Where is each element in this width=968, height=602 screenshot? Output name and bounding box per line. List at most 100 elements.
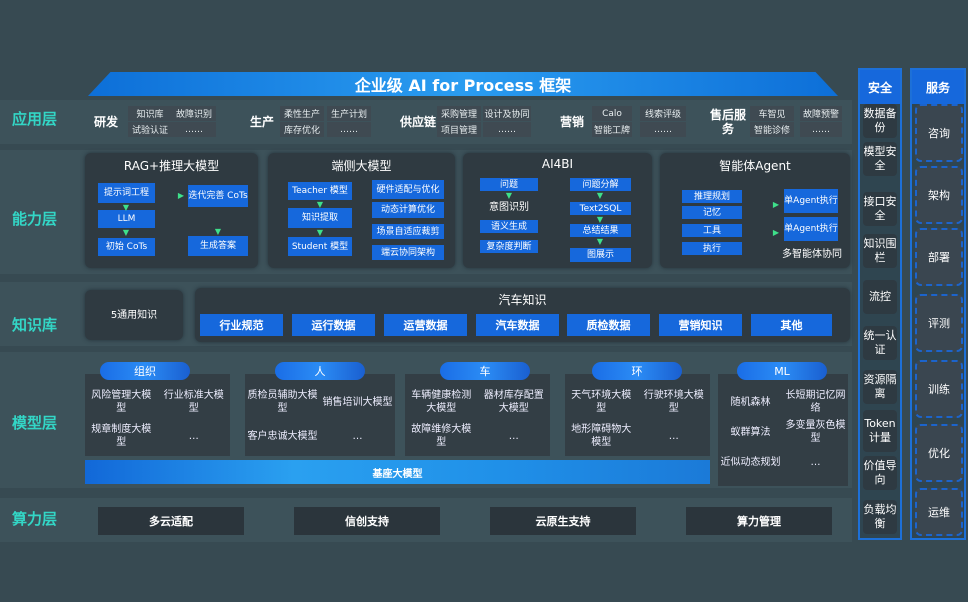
model-item[interactable]: 行驶环境大模型	[643, 390, 704, 414]
app-item[interactable]: ……	[800, 122, 842, 137]
capability-box[interactable]: 推理规划	[682, 190, 742, 203]
model-item[interactable]: …	[352, 430, 363, 442]
knowledge-item[interactable]: 质检数据	[567, 314, 650, 336]
knowledge-item[interactable]: 运营数据	[384, 314, 467, 336]
security-item[interactable]: 价值导向	[863, 456, 897, 490]
security-item[interactable]: 负载均衡	[863, 500, 897, 534]
capability-box[interactable]: 问题分解	[570, 178, 631, 191]
capability-box[interactable]: LLM	[98, 210, 155, 228]
app-item[interactable]: 智能工牌	[592, 122, 632, 137]
service-item[interactable]: 评测	[915, 294, 963, 352]
knowledge-item[interactable]: 其他	[751, 314, 832, 336]
model-item[interactable]: 行业标准大模型	[163, 390, 224, 414]
capability-box[interactable]: 初始 CoTs	[98, 238, 155, 256]
security-item[interactable]: 模型安全	[863, 142, 897, 176]
service-item[interactable]: 架构	[915, 166, 963, 224]
capability-box[interactable]: 知识提取	[288, 208, 352, 228]
model-item[interactable]: 器材库存配置大模型	[483, 390, 544, 414]
model-item[interactable]: 近似动态规划	[720, 456, 781, 468]
service-item[interactable]: 咨询	[915, 104, 963, 162]
knowledge-item[interactable]: 营销知识	[659, 314, 742, 336]
capability-box[interactable]: 工具	[682, 224, 742, 237]
capability-box[interactable]: 执行	[682, 242, 742, 255]
model-item[interactable]: 客户忠诚大模型	[247, 430, 318, 442]
compute-item[interactable]: 云原生支持	[490, 507, 636, 535]
model-item[interactable]: 车辆健康检测大模型	[411, 390, 472, 414]
compute-item[interactable]: 多云适配	[98, 507, 244, 535]
app-item[interactable]: 库存优化	[280, 122, 324, 137]
model-item[interactable]: …	[810, 456, 821, 468]
app-item[interactable]: ……	[483, 122, 531, 137]
capability-box[interactable]: Text2SQL	[570, 202, 631, 215]
model-item[interactable]: 天气环境大模型	[571, 390, 632, 414]
model-item[interactable]: …	[508, 430, 519, 442]
service-item[interactable]: 部署	[915, 228, 963, 286]
knowledge-item[interactable]: 运行数据	[292, 314, 375, 336]
app-item[interactable]: 故障预警	[800, 106, 842, 121]
capability-box[interactable]: Teacher 模型	[288, 182, 352, 200]
service-item[interactable]: 优化	[915, 424, 963, 482]
capability-title: AI4BI	[541, 157, 574, 171]
app-item[interactable]: 线索评级	[640, 106, 686, 121]
security-item[interactable]: 统一认证	[863, 326, 897, 360]
security-item[interactable]: Token计量	[863, 410, 897, 452]
app-item[interactable]: 知识库	[128, 106, 172, 121]
capability-text: 意图识别	[489, 201, 529, 213]
model-item[interactable]: 风险管理大模型	[91, 390, 152, 414]
app-item[interactable]: 项目管理	[437, 122, 481, 137]
app-item[interactable]: ……	[172, 122, 216, 137]
model-item[interactable]: 多变量灰色模型	[785, 420, 846, 444]
capability-box[interactable]: 动态计算优化	[372, 202, 444, 218]
capability-box[interactable]: 端云协同架构	[372, 245, 444, 260]
compute-item[interactable]: 算力管理	[686, 507, 832, 535]
app-item[interactable]: 车智见	[750, 106, 794, 121]
capability-box[interactable]: 语义生成	[480, 220, 538, 233]
compute-item[interactable]: 信创支持	[294, 507, 440, 535]
app-item[interactable]: 故障识别	[172, 106, 216, 121]
knowledge-item[interactable]: 行业规范	[200, 314, 283, 336]
app-item[interactable]: 生产计划	[327, 106, 371, 121]
knowledge-item[interactable]: 汽车数据	[476, 314, 559, 336]
security-item[interactable]: 数据备份	[863, 104, 897, 138]
model-item[interactable]: 蚁群算法	[730, 426, 771, 438]
security-item[interactable]: 资源隔离	[863, 370, 897, 404]
app-item[interactable]: Calo	[592, 106, 632, 121]
model-item[interactable]: …	[668, 430, 679, 442]
down-arrow-icon: ▼	[122, 228, 130, 237]
capability-box[interactable]: 单Agent执行	[784, 217, 838, 241]
capability-box[interactable]: 问题	[480, 178, 538, 191]
model-item[interactable]: 质检员辅助大模型	[247, 390, 318, 414]
app-item[interactable]: ……	[327, 122, 371, 137]
model-item[interactable]: 故障维修大模型	[411, 424, 472, 448]
model-item[interactable]: 规章制度大模型	[91, 424, 152, 448]
service-item[interactable]: 运维	[915, 488, 963, 536]
app-item[interactable]: 柔性生产	[280, 106, 324, 121]
app-item[interactable]: 采购管理	[437, 106, 481, 121]
model-group-pill: 人	[275, 362, 365, 380]
capability-box[interactable]: 单Agent执行	[784, 189, 838, 213]
capability-box[interactable]: 图展示	[570, 248, 631, 262]
capability-box[interactable]: Student 模型	[288, 237, 352, 256]
model-item[interactable]: 销售培训大模型	[322, 396, 393, 408]
app-item[interactable]: ……	[640, 122, 686, 137]
capability-box[interactable]: 总结结果	[570, 224, 631, 237]
model-item[interactable]: 随机森林	[730, 396, 771, 408]
app-item[interactable]: 设计及协同	[483, 106, 531, 121]
capability-box[interactable]: 提示词工程	[98, 183, 155, 203]
capability-box[interactable]: 硬件适配与优化	[372, 180, 444, 199]
security-item[interactable]: 知识围栏	[863, 234, 897, 268]
model-item[interactable]: …	[188, 430, 199, 442]
capability-box[interactable]: 记忆	[682, 206, 742, 219]
model-item[interactable]: 长短期记忆网络	[785, 390, 846, 414]
app-group-label: 供应链	[400, 115, 437, 129]
app-item[interactable]: 试验认证	[128, 122, 172, 137]
service-item[interactable]: 训练	[915, 360, 963, 418]
app-item[interactable]: 智能诊修	[750, 122, 794, 137]
capability-box[interactable]: 复杂度判断	[480, 240, 538, 253]
capability-box[interactable]: 迭代完善 CoTs	[188, 185, 248, 207]
model-item[interactable]: 地形障碍物大模型	[571, 424, 632, 448]
security-item[interactable]: 接口安全	[863, 192, 897, 226]
capability-box[interactable]: 场景自适应裁剪	[372, 224, 444, 239]
security-item[interactable]: 流控	[863, 280, 897, 314]
capability-box[interactable]: 生成答案	[188, 236, 248, 256]
